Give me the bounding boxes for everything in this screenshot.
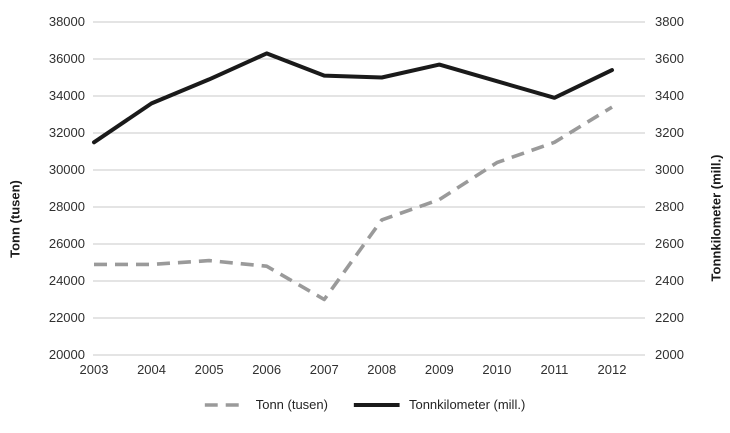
y-tick-left: 26000 xyxy=(48,236,85,251)
y-tick-right: 3200 xyxy=(655,125,684,140)
x-tick-label: 2012 xyxy=(597,362,627,377)
x-tick-label: 2004 xyxy=(137,362,166,377)
solid-line-swatch-icon xyxy=(353,402,400,407)
right-axis-title: Tonnkilometer (mill.) xyxy=(708,154,724,282)
y-tick-right: 3000 xyxy=(655,162,684,177)
y-tick-right: 2600 xyxy=(655,236,684,251)
legend-item-tonnkilometer: Tonnkilometer (mill.) xyxy=(353,397,526,412)
y-tick-left: 38000 xyxy=(48,14,85,29)
y-tick-right: 2400 xyxy=(655,273,684,288)
y-tick-left: 30000 xyxy=(48,162,85,177)
x-tick-label: 2011 xyxy=(540,362,569,377)
x-tick-label: 2007 xyxy=(309,362,339,377)
legend: Tonn (tusen) Tonnkilometer (mill.) xyxy=(204,397,526,412)
x-tick-label: 2005 xyxy=(194,362,224,377)
left-axis-title: Tonn (tusen) xyxy=(7,180,23,258)
x-tick-label: 2006 xyxy=(252,362,282,377)
y-tick-right: 2800 xyxy=(655,199,684,214)
legend-label-tonnkilometer: Tonnkilometer (mill.) xyxy=(408,397,526,412)
y-tick-right: 2200 xyxy=(655,310,684,325)
x-tick-label: 2010 xyxy=(482,362,512,377)
y-tick-left: 32000 xyxy=(48,125,85,140)
y-tick-right: 3400 xyxy=(655,88,684,103)
x-tick-label: 2008 xyxy=(367,362,397,377)
y-tick-left: 28000 xyxy=(48,199,85,214)
x-tick-label: 2009 xyxy=(424,362,454,377)
y-tick-left: 36000 xyxy=(48,51,85,66)
y-tick-left: 20000 xyxy=(48,347,85,362)
y-tick-left: 24000 xyxy=(48,273,85,288)
dashed-line-swatch-icon xyxy=(204,402,247,407)
gridlines xyxy=(93,21,645,356)
y-tick-right: 3600 xyxy=(655,51,684,66)
y-tick-right: 2000 xyxy=(655,347,684,362)
series-line-tonnkilometer xyxy=(92,51,614,145)
legend-item-tonn: Tonn (tusen) xyxy=(204,397,328,412)
y-tick-right: 3800 xyxy=(655,14,684,29)
series-line-tonn xyxy=(94,105,613,302)
x-tick-label: 2003 xyxy=(79,362,109,377)
legend-label-tonn: Tonn (tusen) xyxy=(255,397,328,412)
y-tick-left: 22000 xyxy=(48,310,85,325)
y-tick-left: 34000 xyxy=(48,88,85,103)
